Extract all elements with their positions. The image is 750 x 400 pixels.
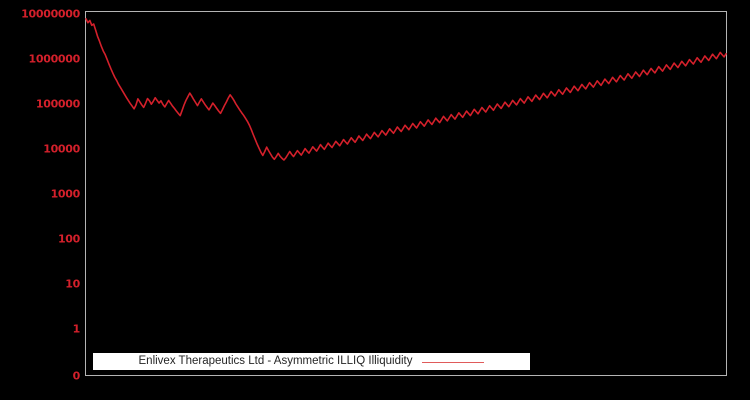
ytick-label-10: 10	[65, 277, 80, 291]
ytick-label-1000: 1000	[50, 187, 81, 201]
ytick-label-0: 0	[72, 369, 81, 383]
ytick-label-100: 100	[57, 232, 80, 246]
ytick-label-10000000: 10000000	[21, 7, 80, 21]
ytick-label-1000000: 1000000	[28, 52, 81, 66]
ytick-label-1: 1	[72, 322, 81, 336]
ytick-label-100000: 100000	[35, 97, 80, 111]
legend-series-label: Enlivex Therapeutics Ltd - Asymmetric IL…	[138, 354, 413, 367]
plot-frame-border	[85, 11, 727, 376]
series-line-illiq	[85, 18, 727, 161]
legend-line-sample	[422, 353, 485, 370]
chart-legend: Enlivex Therapeutics Ltd - Asymmetric IL…	[93, 353, 530, 370]
ytick-label-10000: 10000	[43, 142, 80, 156]
